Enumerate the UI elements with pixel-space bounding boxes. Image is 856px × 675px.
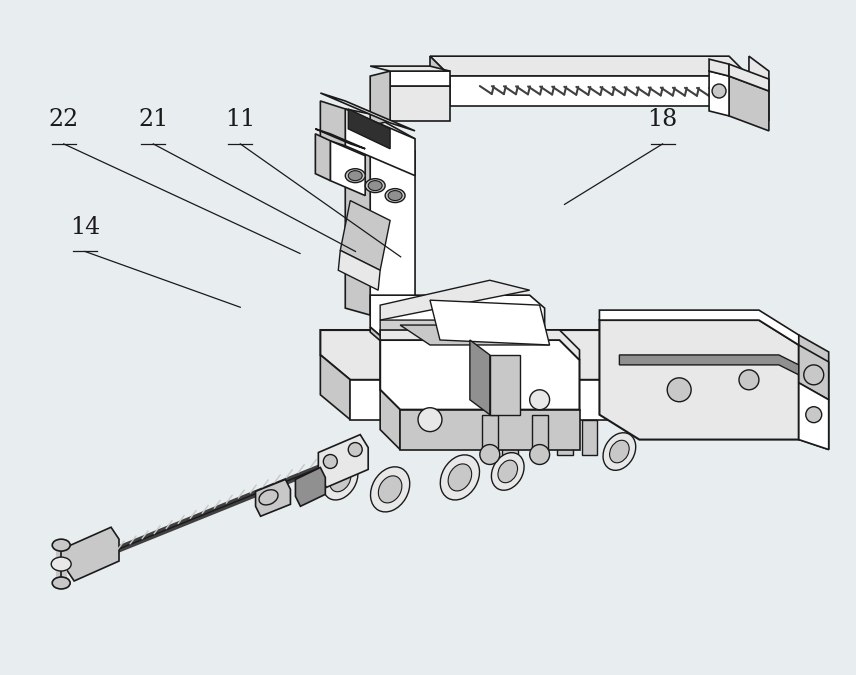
Polygon shape xyxy=(799,335,829,450)
Text: 21: 21 xyxy=(138,108,169,131)
Circle shape xyxy=(348,443,362,456)
Polygon shape xyxy=(581,420,597,454)
Ellipse shape xyxy=(440,455,479,500)
Polygon shape xyxy=(370,126,415,340)
Text: 11: 11 xyxy=(225,108,255,131)
Circle shape xyxy=(667,378,691,402)
Polygon shape xyxy=(320,355,350,420)
Polygon shape xyxy=(345,109,415,139)
Circle shape xyxy=(480,445,500,464)
Polygon shape xyxy=(370,327,544,345)
Polygon shape xyxy=(729,64,769,91)
Ellipse shape xyxy=(259,490,278,505)
Ellipse shape xyxy=(449,464,472,491)
Polygon shape xyxy=(532,414,548,450)
Polygon shape xyxy=(256,479,290,516)
Ellipse shape xyxy=(498,460,518,483)
Polygon shape xyxy=(341,200,390,270)
Circle shape xyxy=(418,408,442,431)
Polygon shape xyxy=(709,59,729,76)
Polygon shape xyxy=(380,320,530,335)
Polygon shape xyxy=(380,389,400,450)
Polygon shape xyxy=(599,310,799,345)
Polygon shape xyxy=(370,66,450,71)
Polygon shape xyxy=(315,134,330,181)
Polygon shape xyxy=(729,76,769,131)
Polygon shape xyxy=(295,468,325,506)
Polygon shape xyxy=(400,410,580,450)
Ellipse shape xyxy=(378,476,401,503)
Ellipse shape xyxy=(51,557,71,571)
Text: 14: 14 xyxy=(70,216,100,239)
Ellipse shape xyxy=(385,188,405,202)
Polygon shape xyxy=(350,380,679,420)
Polygon shape xyxy=(556,420,573,454)
Polygon shape xyxy=(502,420,518,454)
Polygon shape xyxy=(620,355,799,375)
Polygon shape xyxy=(320,330,679,380)
Text: 22: 22 xyxy=(49,108,79,131)
Polygon shape xyxy=(338,250,380,290)
Ellipse shape xyxy=(491,453,524,490)
Polygon shape xyxy=(450,76,749,106)
Polygon shape xyxy=(320,101,345,146)
Polygon shape xyxy=(66,527,119,581)
Polygon shape xyxy=(679,355,719,420)
Polygon shape xyxy=(370,71,390,126)
Polygon shape xyxy=(315,129,366,148)
Polygon shape xyxy=(380,280,530,320)
Ellipse shape xyxy=(609,440,629,463)
Polygon shape xyxy=(709,71,729,116)
Ellipse shape xyxy=(371,467,410,512)
Polygon shape xyxy=(749,56,769,91)
Circle shape xyxy=(324,454,337,468)
Polygon shape xyxy=(599,320,799,439)
Polygon shape xyxy=(430,56,749,76)
Ellipse shape xyxy=(345,169,366,183)
Text: 18: 18 xyxy=(647,108,678,131)
Ellipse shape xyxy=(368,181,382,190)
Polygon shape xyxy=(348,109,390,148)
Ellipse shape xyxy=(323,459,358,500)
Ellipse shape xyxy=(603,433,636,470)
Polygon shape xyxy=(390,71,450,86)
Polygon shape xyxy=(320,93,415,131)
Polygon shape xyxy=(799,383,829,450)
Circle shape xyxy=(530,445,550,464)
Polygon shape xyxy=(345,119,370,315)
Polygon shape xyxy=(390,86,450,121)
Ellipse shape xyxy=(52,577,70,589)
Polygon shape xyxy=(380,330,580,360)
Polygon shape xyxy=(400,325,550,345)
Ellipse shape xyxy=(366,179,385,192)
Ellipse shape xyxy=(330,467,351,492)
Polygon shape xyxy=(345,109,415,176)
Polygon shape xyxy=(482,420,498,454)
Ellipse shape xyxy=(348,171,362,181)
Polygon shape xyxy=(799,345,829,400)
Circle shape xyxy=(530,389,550,410)
Polygon shape xyxy=(749,76,769,121)
Circle shape xyxy=(739,370,759,389)
Polygon shape xyxy=(490,355,520,414)
Polygon shape xyxy=(370,295,544,340)
Polygon shape xyxy=(430,300,550,345)
Polygon shape xyxy=(318,435,368,487)
Polygon shape xyxy=(430,56,450,106)
Circle shape xyxy=(804,365,823,385)
Ellipse shape xyxy=(52,539,70,551)
Polygon shape xyxy=(470,340,490,414)
Circle shape xyxy=(805,407,822,423)
Circle shape xyxy=(712,84,726,98)
Polygon shape xyxy=(380,340,580,410)
Polygon shape xyxy=(330,141,366,196)
Polygon shape xyxy=(482,414,498,450)
Ellipse shape xyxy=(388,190,402,200)
